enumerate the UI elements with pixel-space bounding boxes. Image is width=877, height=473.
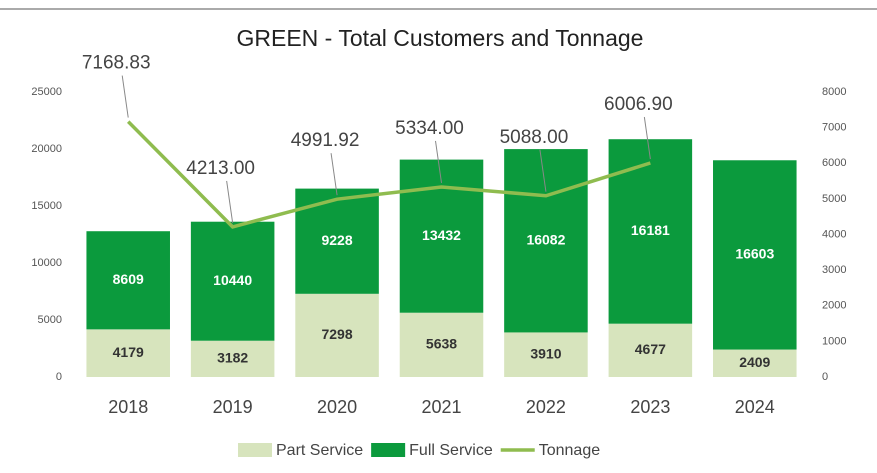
bar-segment: [86, 329, 170, 377]
leader-line: [643, 116, 651, 160]
y2-tick-label: 6000: [822, 157, 846, 169]
bar-segment: [504, 332, 588, 377]
bar-segment: [190, 221, 275, 341]
bar-segment: [713, 160, 797, 350]
x-tick-label: 2022: [526, 397, 566, 417]
legend-swatch: [238, 443, 272, 457]
x-tick-label: 2018: [108, 397, 148, 417]
leader-line: [539, 149, 547, 192]
bar-value-label: 4677: [635, 341, 666, 357]
legend-label: Full Service: [409, 442, 493, 459]
x-tick-label: 2023: [630, 397, 670, 417]
line: [126, 120, 651, 229]
y-tick-label: 5000: [38, 314, 62, 326]
legend-label: Tonnage: [539, 442, 600, 459]
y2-tick-label: 0: [822, 371, 828, 383]
line-value-label: 5088.00: [500, 127, 569, 148]
y-tick-label: 10000: [31, 257, 62, 269]
bar-value-label: 13432: [422, 227, 461, 243]
leader-line: [330, 153, 338, 196]
bar-value-label: 3910: [530, 345, 561, 361]
line-value-label: 7168.83: [82, 53, 151, 74]
x-tick-label: 2021: [421, 397, 461, 417]
y2-tick-label: 4000: [822, 228, 846, 240]
chart-title: GREEN - Total Customers and Tonnage: [237, 25, 644, 51]
bar-segment: [608, 323, 693, 377]
leader-line: [226, 180, 234, 223]
bar-segment: [295, 293, 379, 377]
y2-tick-label: 1000: [822, 335, 846, 347]
bar-value-label: 16603: [735, 246, 774, 262]
y2-tick-label: 7000: [822, 122, 846, 134]
leader-line: [121, 75, 129, 118]
line-value-label: 4213.00: [186, 158, 255, 179]
x-tick-label: 2019: [213, 397, 253, 417]
line-value-label: 4991.92: [291, 130, 360, 151]
bar-value-label: 2409: [739, 354, 770, 370]
bar-value-label: 9228: [321, 232, 352, 248]
y-tick-label: 20000: [31, 143, 62, 155]
bar-segment: [399, 159, 484, 313]
y-tick-label: 25000: [31, 86, 62, 98]
bar-value-label: 5638: [426, 336, 457, 352]
bar-segment: [504, 149, 588, 333]
y2-tick-label: 5000: [822, 193, 846, 205]
legend-label: Part Service: [276, 442, 363, 459]
bar-segment: [86, 231, 170, 330]
leader-line: [435, 140, 442, 184]
y2-tick-label: 3000: [822, 264, 846, 276]
bar-segment: [190, 340, 275, 377]
bar-value-label: 10440: [213, 272, 252, 288]
line-value-label: 5334.00: [395, 118, 464, 139]
y-tick-label: 15000: [31, 200, 62, 212]
x-tick-label: 2020: [317, 397, 357, 417]
line-value-label: 6006.90: [604, 94, 673, 115]
bar-segment: [713, 349, 797, 377]
bar-value-label: 8609: [113, 271, 144, 287]
x-tick-label: 2024: [735, 397, 775, 417]
y2-tick-label: 8000: [822, 86, 846, 98]
bar-value-label: 4179: [113, 344, 144, 360]
bar-value-label: 16082: [526, 231, 565, 247]
bar-value-label: 3182: [217, 350, 248, 366]
bar-value-label: 7298: [321, 326, 352, 342]
bar-segment: [399, 312, 484, 377]
legend-swatch: [371, 443, 406, 457]
bar-value-label: 16181: [631, 222, 670, 238]
y2-tick-label: 2000: [822, 300, 846, 312]
y-tick-label: 0: [56, 371, 62, 383]
